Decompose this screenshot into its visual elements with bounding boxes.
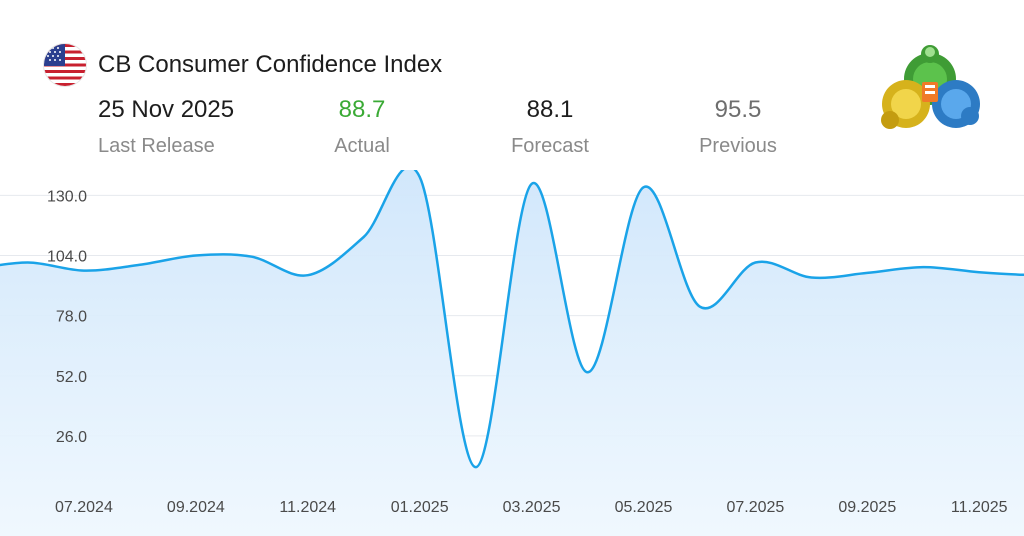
us-flag-icon	[44, 44, 86, 86]
last-release: 25 Nov 2025 Last Release	[98, 96, 234, 158]
actual-stat: 88.7 Actual	[332, 96, 392, 158]
x-tick-label: 01.2025	[391, 499, 449, 516]
release-label: Last Release	[98, 135, 215, 157]
x-tick-label: 11.2025	[951, 499, 1008, 516]
actual-value: 88.7	[338, 96, 386, 123]
forecast-stat: 88.1 Forecast	[506, 96, 594, 158]
series-area	[0, 170, 1024, 536]
y-tick-label: 78.0	[56, 309, 87, 326]
forecast-label: Forecast	[511, 135, 589, 157]
x-tick-label: 09.2024	[167, 499, 225, 516]
forecast-value: 88.1	[526, 96, 574, 123]
x-axis: 07.2024 09.2024 11.2024 01.2025 03.2025 05.20…	[55, 499, 1008, 516]
x-tick-label: 07.2025	[726, 499, 784, 516]
x-tick-label: 11.2024	[279, 499, 336, 516]
y-axis: 26.0 52.0 78.0 104.0 130.0	[47, 188, 87, 445]
x-tick-label: 07.2024	[55, 499, 113, 516]
previous-stat: 95.5 Previous	[697, 96, 779, 158]
release-date: 25 Nov 2025	[98, 96, 235, 123]
actual-label: Actual	[334, 135, 390, 157]
y-tick-label: 52.0	[56, 369, 87, 386]
y-tick-label: 26.0	[56, 429, 87, 446]
header: CB Consumer Confidence Index 25 Nov 2025…	[0, 0, 1024, 170]
y-tick-label: 130.0	[47, 188, 87, 205]
indicator-title: CB Consumer Confidence Index	[98, 51, 443, 78]
metatrader-logo-icon	[881, 45, 980, 129]
previous-label: Previous	[699, 135, 777, 157]
x-tick-label: 03.2025	[503, 499, 561, 516]
x-tick-label: 05.2025	[615, 499, 673, 516]
previous-value: 95.5	[714, 96, 762, 123]
series-line	[0, 170, 1024, 469]
x-tick-label: 09.2025	[838, 499, 896, 516]
y-tick-label: 104.0	[47, 249, 87, 266]
